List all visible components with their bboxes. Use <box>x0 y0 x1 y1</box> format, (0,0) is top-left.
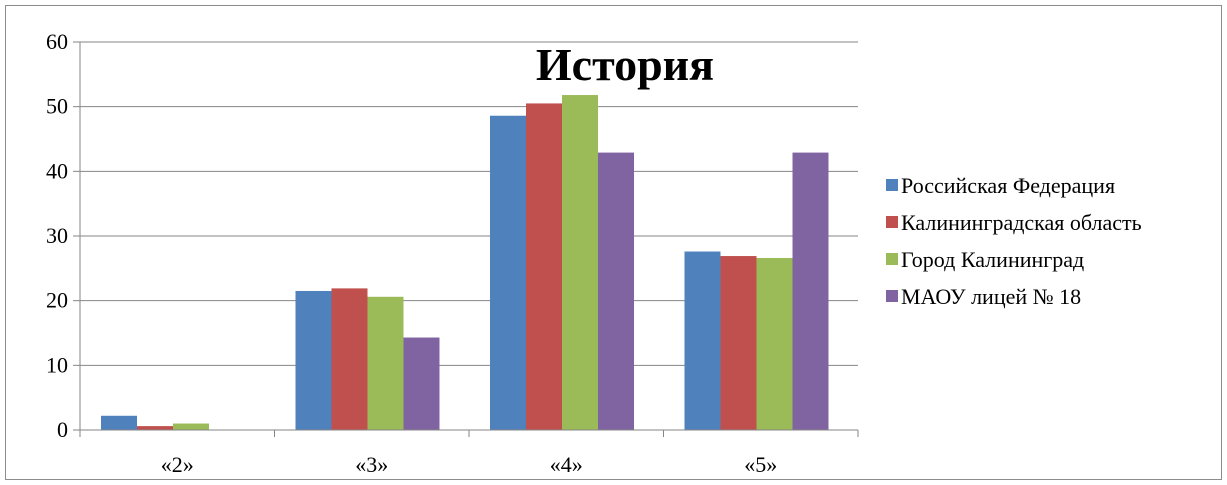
y-tick-label: 60 <box>46 29 68 54</box>
bar <box>101 415 137 430</box>
y-tick-label: 30 <box>46 223 68 248</box>
bar <box>173 423 209 430</box>
bar <box>331 288 368 430</box>
legend-label: Калининградская область <box>901 210 1142 235</box>
bar <box>684 251 721 430</box>
legend-label: Город Калининград <box>901 247 1084 272</box>
bars <box>101 95 829 430</box>
legend-swatch <box>886 216 898 228</box>
x-tick-label: «4» <box>550 452 583 477</box>
bar <box>792 152 829 430</box>
x-tick-label: «2» <box>161 452 194 477</box>
y-axis: 0 10 20 30 40 50 60 <box>46 29 81 442</box>
x-tick-label: «5» <box>744 452 777 477</box>
x-axis: «2» «3» «4» «5» <box>79 429 859 477</box>
y-tick-label: 10 <box>46 352 68 377</box>
bar <box>403 337 440 430</box>
x-tick-label: «3» <box>355 452 388 477</box>
bar <box>367 296 404 430</box>
y-tick-label: 50 <box>46 94 68 119</box>
legend-swatch <box>886 179 898 191</box>
chart-title: История <box>536 39 714 90</box>
bar <box>720 256 757 430</box>
y-tick-label: 0 <box>57 417 68 442</box>
legend-swatch <box>886 253 898 265</box>
legend: Российская Федерация Калининградская обла… <box>886 173 1142 309</box>
bar <box>137 426 173 430</box>
legend-swatch <box>886 290 898 302</box>
bar <box>756 257 793 430</box>
legend-label: Российская Федерация <box>901 173 1115 198</box>
y-tick-label: 40 <box>46 158 68 183</box>
bar <box>562 95 598 430</box>
bar <box>295 290 332 430</box>
bar <box>526 103 562 430</box>
legend-label: МАОУ лицей № 18 <box>901 284 1081 309</box>
bar <box>490 115 526 430</box>
bar <box>598 152 634 430</box>
y-tick-label: 20 <box>46 288 68 313</box>
